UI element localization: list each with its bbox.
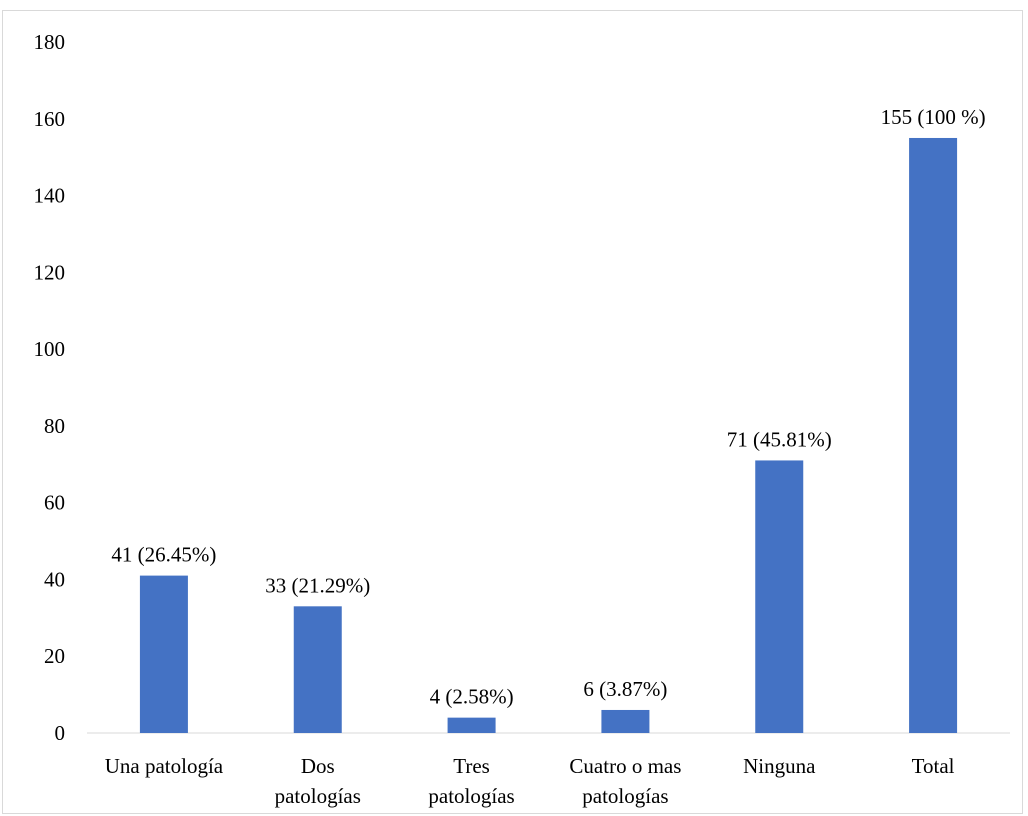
bar bbox=[293, 606, 342, 733]
x-tick-label: Ninguna bbox=[743, 754, 816, 778]
x-tick-label: patologías bbox=[428, 784, 514, 808]
y-tick-label: 160 bbox=[34, 107, 66, 131]
bar bbox=[601, 709, 650, 733]
data-label: 41 (26.45%) bbox=[111, 543, 216, 567]
y-tick-label: 0 bbox=[55, 721, 66, 745]
bar bbox=[755, 460, 804, 733]
y-tick-label: 60 bbox=[44, 491, 65, 515]
x-tick-label: Tres bbox=[453, 754, 490, 778]
y-tick-label: 80 bbox=[44, 414, 65, 438]
x-tick-label: Total bbox=[912, 754, 955, 778]
data-label: 4 (2.58%) bbox=[430, 685, 514, 709]
y-tick-label: 100 bbox=[34, 337, 66, 361]
bar bbox=[447, 717, 496, 733]
y-tick-label: 40 bbox=[44, 567, 65, 591]
y-tick-label: 140 bbox=[34, 184, 66, 208]
data-label: 155 (100 %) bbox=[881, 105, 986, 129]
data-label: 71 (45.81%) bbox=[727, 427, 832, 451]
y-tick-label: 20 bbox=[44, 644, 65, 668]
x-tick-label: Dos bbox=[301, 754, 335, 778]
x-tick-label: Cuatro o mas bbox=[569, 754, 681, 778]
x-tick-label: patologías bbox=[582, 784, 668, 808]
data-label: 33 (21.29%) bbox=[265, 573, 370, 597]
data-label: 6 (3.87%) bbox=[583, 677, 667, 701]
x-tick-label: Una patología bbox=[105, 754, 224, 778]
x-tick-label: patologías bbox=[275, 784, 361, 808]
bar bbox=[139, 575, 188, 733]
bar bbox=[909, 137, 958, 733]
y-tick-label: 120 bbox=[34, 260, 66, 284]
y-tick-label: 180 bbox=[34, 30, 66, 54]
